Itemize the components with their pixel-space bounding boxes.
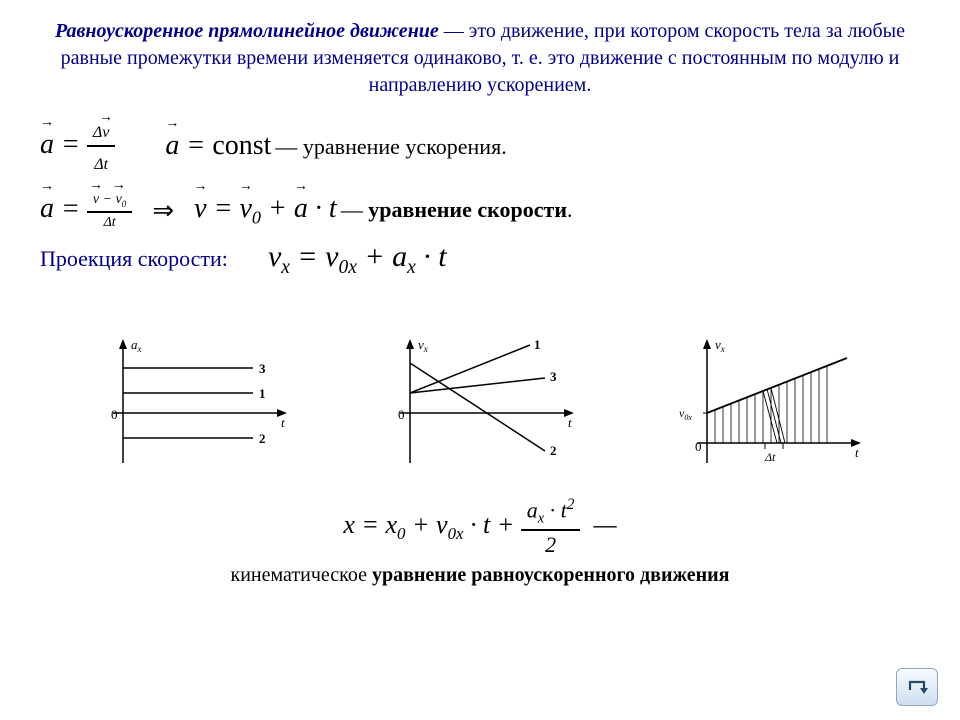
svg-text:v0x: v0x (679, 406, 692, 422)
slide-content: Равноускоренное прямолинейное движение —… (0, 0, 960, 587)
svg-text:0: 0 (695, 439, 702, 454)
svg-text:1: 1 (259, 386, 266, 401)
return-icon (904, 676, 930, 698)
svg-text:ax: ax (131, 337, 142, 354)
svg-text:2: 2 (550, 443, 557, 458)
acceleration-equation-row: a = Δv Δt a = const — уравнение ускорени… (40, 117, 920, 176)
svg-text:vx: vx (418, 337, 428, 354)
svg-text:t: t (855, 445, 859, 460)
projection-label: Проекция скорости: (40, 246, 228, 272)
accel-const: a = const — уравнение ускорения. (165, 130, 506, 162)
kinematic-label: кинематическое уравнение равноускоренног… (40, 564, 920, 587)
svg-text:3: 3 (550, 369, 557, 384)
charts-row: ax t 0 3 1 2 vx t 0 1 3 2 (40, 333, 920, 483)
accel-label: — уравнение ускорения. (275, 134, 506, 159)
definition-term: Равноускоренное прямолинейное движение (55, 20, 439, 42)
kinematic-equation: x = x0 + v0x · t + ax · t2 2 — кинематич… (40, 497, 920, 587)
accel-fraction: a = Δv Δt (40, 117, 115, 176)
chart-acceleration: ax t 0 3 1 2 (83, 333, 303, 483)
svg-text:3: 3 (259, 361, 266, 376)
vel-rhs: v = v0 + a · t — уравнение скорости. (194, 193, 572, 229)
chart-velocity-area: vx t 0 v0x (657, 333, 877, 483)
return-button[interactable] (896, 668, 938, 706)
svg-text:0: 0 (111, 407, 118, 422)
formulas-block: a = Δv Δt a = const — уравнение ускорени… (40, 117, 920, 317)
svg-text:t: t (568, 415, 572, 430)
projection-row: Проекция скорости: vx = v0x + ax · t (40, 240, 920, 279)
svg-text:Δt: Δt (764, 450, 776, 464)
svg-text:2: 2 (259, 431, 266, 446)
implies-arrow: ⇒ (152, 196, 174, 226)
projection-formula: vx = v0x + ax · t (268, 240, 447, 279)
svg-text:0: 0 (398, 407, 405, 422)
vel-fraction: a = v − v0 Δt (40, 192, 132, 230)
kinematic-formula: x = x0 + v0x · t + ax · t2 2 — (343, 510, 616, 539)
definition-text: Равноускоренное прямолинейное движение —… (40, 18, 920, 99)
svg-text:vx: vx (715, 337, 725, 354)
svg-text:1: 1 (534, 337, 541, 352)
svg-text:t: t (281, 415, 285, 430)
chart-velocity-lines: vx t 0 1 3 2 (370, 333, 590, 483)
velocity-equation-row: a = v − v0 Δt ⇒ v = v0 + a · t — уравнен… (40, 192, 920, 230)
